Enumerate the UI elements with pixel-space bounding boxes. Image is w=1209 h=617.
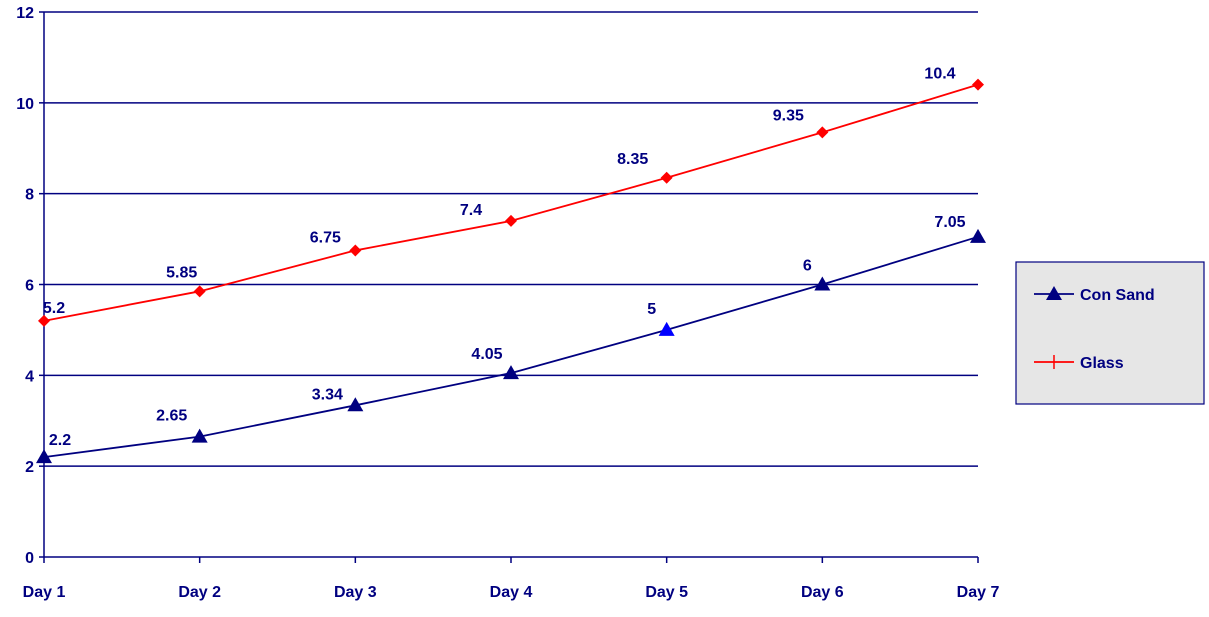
x-tick-label: Day 4 — [490, 584, 533, 601]
data-point-glass — [349, 244, 362, 257]
data-point-con-sand — [503, 365, 519, 380]
axes: 0 2 4 6 8 10 12 Day 1 Day 2 Day 3 Day 4 Day 5 Day 6 D… — [16, 5, 999, 601]
data-point-glass — [816, 126, 829, 139]
data-point-con-sand — [658, 321, 675, 336]
data-label-glass: 10.4 — [924, 66, 955, 83]
data-label-con-sand: 3.34 — [312, 386, 343, 403]
data-label-con-sand: 4.05 — [471, 346, 502, 363]
data-label-con-sand: 6 — [803, 258, 812, 275]
y-tick-label: 12 — [16, 5, 34, 22]
legend: Con Sand Glass — [1015, 261, 1205, 405]
legend-label-glass: Glass — [1080, 355, 1124, 372]
data-point-con-sand — [814, 276, 831, 291]
data-point-glass — [193, 285, 206, 298]
gridlines — [44, 11, 978, 467]
y-tick-label: 10 — [16, 96, 34, 113]
data-label-con-sand: 7.05 — [934, 214, 965, 231]
data-label-con-sand: 2.65 — [156, 408, 187, 425]
x-tick-label: Day 3 — [334, 584, 377, 601]
legend-marker-con-sand — [1046, 286, 1062, 300]
data-point-glass — [38, 314, 50, 327]
x-tick-label: Day 6 — [801, 584, 844, 601]
legend-label-con-sand: Con Sand — [1080, 287, 1155, 304]
legend-box — [1015, 261, 1205, 405]
x-tick-label: Day 7 — [957, 584, 1000, 601]
data-point-con-sand — [970, 228, 986, 243]
x-tick-label: Day 5 — [645, 584, 688, 601]
data-label-glass: 5.85 — [166, 264, 197, 281]
y-tick-label: 0 — [25, 550, 34, 567]
y-tick-label: 8 — [25, 187, 34, 204]
series-lines — [36, 78, 986, 464]
data-label-glass: 8.35 — [617, 151, 648, 168]
x-tick-label: Day 2 — [178, 584, 221, 601]
data-point-con-sand — [191, 428, 208, 443]
data-labels: 2.2 2.65 3.34 4.05 5 6 7.05 5.2 5.85 6.75 7.4 8.35 9… — [43, 66, 966, 449]
series-line-glass — [43, 83, 979, 322]
data-label-con-sand: 5 — [647, 301, 656, 318]
data-point-con-sand — [347, 397, 364, 412]
y-tick-label: 4 — [25, 368, 34, 385]
data-point-glass — [505, 214, 517, 227]
data-label-con-sand: 2.2 — [49, 432, 71, 449]
y-tick-label: 6 — [25, 278, 34, 295]
y-tick-label: 2 — [25, 459, 34, 476]
data-point-glass — [972, 78, 984, 91]
data-label-glass: 7.4 — [460, 202, 482, 219]
data-label-glass: 6.75 — [310, 229, 341, 246]
data-label-glass: 9.35 — [773, 107, 804, 124]
x-tick-label: Day 1 — [23, 584, 66, 601]
data-point-glass — [660, 171, 673, 184]
data-label-glass: 5.2 — [43, 300, 65, 317]
data-point-con-sand — [36, 449, 52, 464]
